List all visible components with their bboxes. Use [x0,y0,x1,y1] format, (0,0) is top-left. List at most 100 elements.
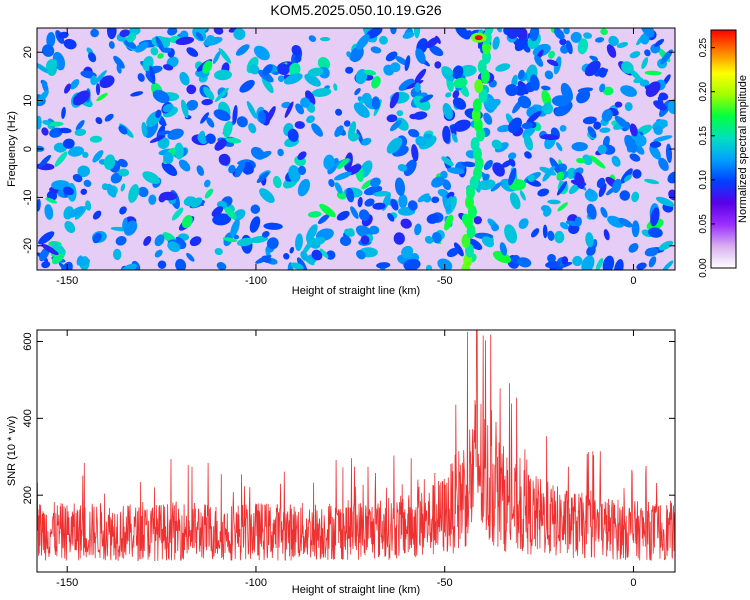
heatmap-cell [415,135,426,147]
heatmap-cell [395,55,409,66]
heatmap-cell [45,58,58,72]
heatmap-cell [334,182,343,194]
heatmap-cell [149,65,156,83]
heatmap-cell [407,200,418,211]
heatmap-cell [545,261,560,269]
snr-x-tick-label: -100 [245,577,267,589]
heatmap-cell [423,133,433,139]
heatmap-cell [277,148,284,157]
heatmap-cell [112,248,122,261]
heatmap-x-tick-label: -50 [437,275,453,287]
heatmap-cell [557,202,569,212]
heatmap-cell [654,38,665,48]
heatmap-cell [396,110,404,117]
heatmap-cell [320,37,331,42]
heatmap-cell [484,28,494,35]
colorbar-ticks: 0.00 0.05 0.10 0.15 0.20 0.25 [698,37,715,278]
heatmap-cell [317,56,331,71]
heatmap-cell [660,49,673,65]
heatmap-cell [518,218,529,229]
heatmap-cell [483,97,498,110]
heatmap-cell [623,174,632,182]
heatmap-cell [413,28,421,39]
heatmap-cell [287,128,299,142]
heatmap-cell [360,235,370,245]
heatmap-cell [372,202,386,210]
heatmap-cell [549,157,562,175]
heatmap-cell [353,102,370,118]
heatmap-cell [461,234,471,248]
heatmap-cell [297,151,307,161]
heatmap-cell [596,177,606,188]
heatmap-y-tick-label: 10 [22,94,34,106]
heatmap-cell [371,96,381,110]
heatmap-cell [306,115,315,124]
heatmap-cell [530,228,540,238]
heatmap-cell [398,78,415,91]
heatmap-cell [120,183,126,192]
heatmap-cell [491,139,503,150]
heatmap-cell [540,134,560,141]
heatmap-cell [547,199,561,205]
heatmap-cell [541,102,551,111]
heatmap-cell [283,253,290,260]
heatmap-cell [163,152,174,164]
heatmap-cell [583,32,593,39]
heatmap-cell [108,41,115,49]
heatmap-cell [344,228,355,237]
heatmap-cell [379,35,388,45]
heatmap-cell [142,171,161,184]
heatmap-cell [496,28,502,33]
heatmap-y-tick-label: -20 [22,238,34,254]
heatmap-cell [265,106,276,124]
heatmap-cell [121,263,138,270]
heatmap-cells [37,28,675,270]
heatmap-cell [526,110,542,124]
heatmap-cell [180,99,189,119]
heatmap-cell [218,48,232,64]
heatmap-cell [441,66,454,76]
heatmap-cell [77,165,90,178]
heatmap-cell [636,262,647,270]
heatmap-cell [624,102,633,112]
heatmap-cell [175,36,195,46]
heatmap-cell [349,133,360,142]
heatmap-cell [582,154,593,166]
colorbar-tick-label: 0.10 [698,170,709,190]
heatmap-cell [559,38,567,46]
heatmap-cell [175,236,187,247]
heatmap-cell [431,232,442,244]
heatmap-cell [337,158,350,170]
heatmap-cell [373,191,390,197]
heatmap-cell [263,222,283,230]
heatmap-cell [134,41,149,53]
heatmap-cell [171,207,184,221]
heatmap-cell [566,40,573,55]
heatmap-cell [57,31,69,39]
heatmap-cell [186,84,197,95]
heatmap-cell [490,182,502,192]
heatmap-cell [189,236,202,247]
heatmap-cell [319,248,329,259]
heatmap-cell [369,177,381,188]
heatmap-cell [403,258,421,270]
heatmap-cell [644,247,659,257]
heatmap-cell [598,67,607,78]
heatmap-cell [653,125,663,136]
heatmap-cell [119,29,130,38]
heatmap-cell [586,203,597,220]
heatmap-cell [212,51,221,64]
heatmap-cell [203,86,215,101]
colorbar-label: Normalized spectral amplitude [737,75,749,223]
heatmap-cell [248,123,257,134]
heatmap-cell [239,79,255,93]
heatmap-cell [88,52,97,63]
heatmap-cell [559,125,567,132]
snr-y-tick-label: 600 [22,332,34,350]
heatmap-cell [397,164,408,172]
chart-title: KOM5.2025.050.10.19.G26 [270,2,441,18]
heatmap-cell [470,137,480,152]
heatmap-cell [181,215,193,229]
heatmap-cell [272,175,282,189]
